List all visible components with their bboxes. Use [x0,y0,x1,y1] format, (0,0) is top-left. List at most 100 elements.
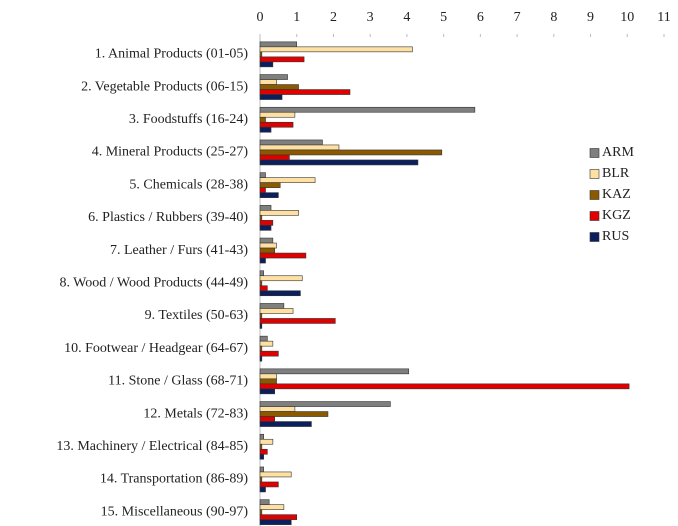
bar [259,41,298,48]
bar [259,237,274,244]
bar [259,111,296,118]
bar [259,383,630,390]
bar [259,187,266,193]
bar [259,61,274,68]
bar [259,270,264,277]
x-tick-label: 10 [620,10,634,25]
bar [259,308,294,314]
bar [259,443,263,450]
y-tick-label: 5. Chemicals (28-38) [129,177,248,192]
y-tick-label: 8. Wood / Wood Products (44-49) [59,275,248,290]
bar [259,280,263,287]
bar [259,242,277,249]
bar [259,247,275,254]
legend-label: BLR [602,166,630,181]
bar [259,416,275,422]
bar [259,411,329,417]
y-tick-label: 12. Metals (72-83) [143,406,248,421]
y-tick-label: 2. Vegetable Products (06-15) [81,79,248,94]
y-tick-label: 10. Footwear / Headgear (64-67) [64,341,248,356]
bar [259,106,476,113]
y-tick-label: 9. Textiles (50-63) [145,308,249,323]
bar [259,285,268,292]
y-tick-label: 13. Machinery / Electrical (84-85) [56,439,248,454]
bar [259,46,413,53]
bar [259,378,277,385]
legend-label: KGZ [602,208,631,223]
bar [259,323,263,329]
bar [259,519,292,525]
bar [259,116,266,123]
x-tick-label: 8 [550,10,557,25]
bar [259,84,299,90]
bar [259,94,283,100]
bar [259,56,305,63]
bar [259,514,298,520]
bar [259,355,263,362]
bar [259,313,263,319]
x-tick-label: 11 [657,10,670,25]
x-tick-label: 1 [293,10,300,25]
bar [259,139,323,146]
bar [259,51,263,58]
legend-label: RUS [602,229,629,244]
bar [259,388,275,395]
legend-label: ARM [602,145,634,160]
bar [259,504,285,510]
bar [259,220,274,226]
bar [259,373,277,380]
bar [259,345,263,352]
bar [259,509,263,515]
bar [259,205,272,211]
bar [259,438,274,445]
y-tick-label: 15. Miscellaneous (90-97) [101,504,249,519]
legend-swatch [589,232,600,242]
x-tick-label: 7 [514,10,521,25]
bar [259,144,340,151]
bar [259,257,266,264]
bar [259,471,292,478]
x-tick-label: 0 [257,10,264,25]
bar [259,275,303,282]
y-tick-label: 1. Animal Products (01-05) [95,47,249,62]
bar [259,401,391,407]
bar [259,481,279,488]
bar [259,252,307,259]
bar [259,368,410,375]
bar [259,79,277,85]
bar [259,466,264,473]
bar [259,303,285,309]
legend-label: KAZ [602,187,631,202]
x-tick-label: 3 [367,10,374,25]
x-tick-label: 9 [587,10,594,25]
bar [259,486,266,493]
bar [259,290,301,297]
y-tick-label: 11. Stone / Glass (68-71) [108,374,248,389]
bar [259,126,272,133]
x-tick-label: 5 [440,10,447,25]
bar [259,421,312,427]
bar [259,340,274,347]
x-tick-label: 4 [403,10,410,25]
bar [259,499,270,505]
bar [259,225,272,231]
bar [259,453,264,460]
bar [259,74,288,80]
legend-swatch [589,169,600,179]
x-tick-label: 6 [477,10,484,25]
bar [259,149,443,156]
bar [259,182,281,188]
bar [259,210,299,216]
bar [259,433,264,440]
bar [259,350,279,357]
legend-swatch [589,190,600,200]
bar [259,172,266,178]
y-tick-label: 4. Mineral Products (25-27) [92,145,249,160]
bar [259,448,268,455]
bar [259,192,279,198]
y-tick-label: 3. Foodstuffs (16-24) [129,112,248,127]
bar [259,154,290,161]
y-tick-label: 6. Plastics / Rubbers (39-40) [88,210,248,225]
bar [259,476,263,483]
